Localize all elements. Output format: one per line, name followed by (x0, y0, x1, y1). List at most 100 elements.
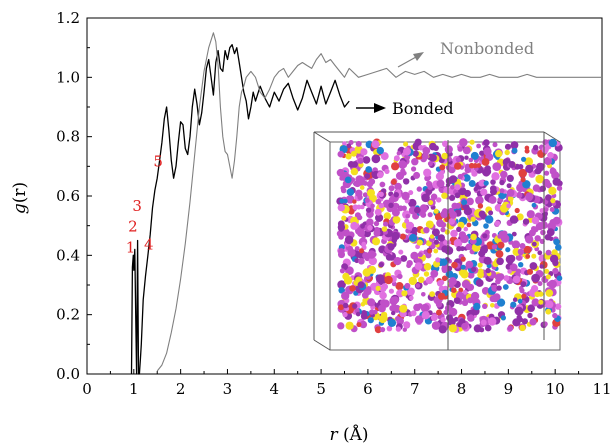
atom (504, 149, 510, 156)
atom (483, 139, 490, 146)
atom (475, 279, 484, 287)
atom (512, 297, 518, 303)
atom (425, 276, 434, 285)
x-tick-label: 0 (82, 380, 92, 398)
atom (373, 220, 380, 227)
atom (455, 157, 461, 163)
atom (552, 267, 559, 275)
atom (365, 166, 373, 173)
atom (413, 171, 421, 179)
atom (367, 298, 376, 307)
atom (430, 193, 438, 201)
atom (549, 219, 557, 226)
y-tick-label: 0.6 (56, 187, 80, 205)
atom (457, 173, 463, 180)
atom (375, 198, 382, 205)
atom (492, 162, 502, 172)
atom (496, 285, 502, 291)
atom (460, 256, 466, 262)
atom (380, 311, 388, 319)
atom (391, 178, 397, 185)
atom (416, 239, 423, 246)
atom (514, 207, 520, 214)
atom (371, 154, 381, 164)
atom (471, 170, 478, 177)
atom (418, 276, 425, 283)
atom (551, 171, 560, 180)
atom (417, 303, 423, 309)
atom (365, 286, 372, 292)
atom (541, 146, 549, 154)
atom (433, 248, 439, 254)
atom (392, 215, 401, 224)
atom (397, 273, 403, 280)
atom (399, 233, 406, 240)
atom (427, 248, 433, 254)
atom (439, 164, 446, 171)
atom (477, 268, 484, 275)
atom (344, 176, 352, 184)
atom (521, 293, 527, 299)
atom (441, 275, 448, 282)
atom (543, 207, 549, 212)
atom (376, 146, 384, 155)
atom (516, 213, 524, 221)
atom (507, 195, 514, 202)
atom (476, 143, 481, 149)
atom (506, 189, 515, 197)
atom (461, 199, 468, 206)
atom (531, 285, 539, 293)
atom (402, 327, 407, 332)
atom (449, 211, 458, 219)
atom (441, 245, 449, 253)
atom (404, 218, 410, 224)
atom (450, 229, 458, 238)
atom (411, 226, 418, 233)
atom (549, 254, 559, 264)
atom (512, 318, 521, 327)
atom (423, 168, 432, 177)
atom (554, 303, 562, 310)
atom (517, 248, 525, 255)
atom (364, 197, 370, 203)
atom (448, 277, 457, 286)
atom (354, 258, 360, 264)
atom (362, 192, 368, 198)
atom (495, 273, 504, 282)
atom (337, 203, 345, 212)
peak-label-1: 1 (126, 238, 136, 256)
atom (470, 216, 476, 222)
atom (453, 238, 463, 248)
atom (556, 275, 563, 282)
atom (522, 218, 530, 225)
atom (379, 291, 387, 300)
atom (381, 226, 388, 232)
atom (433, 145, 439, 152)
atom (342, 141, 347, 146)
atom (499, 179, 505, 186)
atom (376, 171, 384, 179)
atom (387, 318, 397, 327)
atom (481, 158, 490, 166)
atom (359, 185, 365, 190)
atom (526, 210, 535, 219)
atom (420, 211, 427, 218)
atom (500, 204, 509, 213)
atom (456, 246, 462, 252)
atom (470, 266, 477, 273)
atom (468, 157, 474, 163)
atom (443, 240, 448, 246)
atom (544, 234, 552, 241)
atom (545, 300, 554, 309)
atom (383, 212, 391, 220)
atom (398, 160, 407, 169)
atom (488, 317, 497, 326)
atom (436, 179, 445, 188)
atom (347, 245, 354, 252)
atom (438, 279, 445, 286)
simulation-box-edge (543, 131, 561, 143)
atom (388, 288, 394, 294)
atom (375, 285, 381, 291)
atom (458, 287, 464, 293)
